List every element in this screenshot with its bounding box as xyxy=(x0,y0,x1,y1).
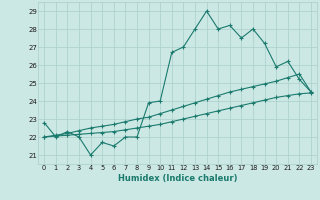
X-axis label: Humidex (Indice chaleur): Humidex (Indice chaleur) xyxy=(118,174,237,183)
